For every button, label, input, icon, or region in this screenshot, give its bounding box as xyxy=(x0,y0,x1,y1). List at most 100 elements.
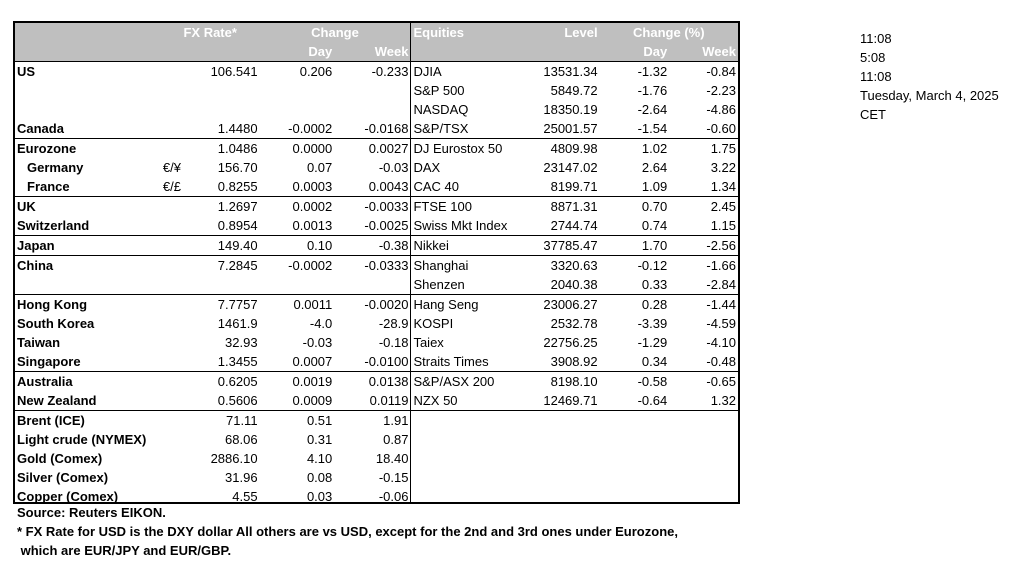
row-pair-symbol xyxy=(161,391,188,411)
row-change-day: 0.0003 xyxy=(292,179,333,194)
row-equity-index: Straits Times xyxy=(410,352,515,372)
row-fx-rate: 0.6205 xyxy=(187,371,260,391)
row-equity-change-week: -0.65 xyxy=(669,371,738,391)
row-change-day: 0.0013 xyxy=(292,218,333,233)
row-equity-index: NASDAQ xyxy=(410,100,515,119)
day-header: Day xyxy=(259,42,335,62)
table-row: S&P 500 5849.72 -1.76 -2.23 xyxy=(15,81,738,100)
row-pair-symbol xyxy=(160,294,188,314)
row-change-week: 1.91 xyxy=(334,410,411,430)
row-name: South Korea xyxy=(17,316,95,331)
date-label: Tuesday, March 4, 2025 xyxy=(860,88,999,103)
table-row: Light crude (NYMEX) 68.06 0.31 0.87 xyxy=(15,430,738,449)
table-row: France €/£ 0.8255 0.0003 0.0043 CAC 40 8199.71… xyxy=(15,177,738,197)
row-pair-symbol: €/£ xyxy=(162,179,181,194)
row-name: Japan xyxy=(15,235,161,256)
row-fx-rate: 1461.9 xyxy=(217,316,258,331)
row-equity-change-day xyxy=(600,487,670,502)
row-equity-change-day: -0.58 xyxy=(599,371,670,391)
table-row: UK 1.2697 0.0002 -0.0033 FTSE 100 8871.31 0.70… xyxy=(15,196,738,216)
timezone-label: CET xyxy=(860,107,886,122)
row-equity-change-week: -1.44 xyxy=(669,294,738,314)
row-equity-change-day xyxy=(599,410,670,430)
row-equity-change-day: -1.32 xyxy=(599,61,670,81)
row-equity-level: 3320.63 xyxy=(514,255,600,275)
row-equity-level: 2040.38 xyxy=(550,277,598,292)
time-label-3: 11:08 xyxy=(860,69,892,84)
row-equity-change-week: -0.60 xyxy=(706,121,736,136)
row-fx-rate: 1.3455 xyxy=(217,354,258,369)
table-row: Canada 1.4480 -0.0002 -0.0168 S&P/TSX 25001.5… xyxy=(15,119,738,139)
row-change-day: 0.0009 xyxy=(292,393,333,408)
table-row: Germany €/¥ 156.70 0.07 -0.03 DAX 23147.02 2.64… xyxy=(15,158,738,177)
row-equity-level: 37785.47 xyxy=(514,235,600,256)
row-change-week: -0.03 xyxy=(378,160,409,175)
fx-footnote-line-2: which are EUR/JPY and EUR/GBP. xyxy=(17,543,232,558)
row-equity-index: S&P/TSX xyxy=(410,119,515,139)
row-equity-change-week xyxy=(669,410,738,430)
table-row: Shenzen 2040.38 0.33 -2.84 xyxy=(15,275,738,295)
row-change-day: -0.03 xyxy=(302,335,333,350)
row-equity-level: 2532.78 xyxy=(550,316,598,331)
row-pair-symbol xyxy=(161,449,188,468)
row-name xyxy=(15,275,161,295)
row-equity-change-week: -4.59 xyxy=(706,316,736,331)
table-row: Silver (Comex) 31.96 0.08 -0.15 xyxy=(15,468,738,487)
row-equity-level: 8198.10 xyxy=(514,371,600,391)
row-change-week: -0.15 xyxy=(378,470,409,485)
row-equity-change-week: 1.75 xyxy=(669,138,738,158)
row-change-week: -0.0100 xyxy=(364,354,409,369)
row-change-week: -0.06 xyxy=(378,489,409,504)
row-equity-change-week xyxy=(669,487,738,502)
row-equity-index: NZX 50 xyxy=(410,391,515,411)
row-name: Singapore xyxy=(17,354,81,369)
row-change-week: -0.0025 xyxy=(364,218,409,233)
row-equity-level: 4809.98 xyxy=(514,138,600,158)
row-name: Brent (ICE) xyxy=(15,410,161,430)
row-fx-rate: 2886.10 xyxy=(210,451,258,466)
source-note: Source: Reuters EIKON. xyxy=(17,505,166,520)
row-name: Taiwan xyxy=(17,335,61,350)
time-label-1: 11:08 xyxy=(860,31,892,46)
row-equity-index xyxy=(410,449,515,468)
row-change-day xyxy=(260,275,335,295)
row-name: Copper (Comex) xyxy=(17,489,119,504)
row-change-week: -0.0020 xyxy=(334,294,411,314)
table-row: Switzerland 0.8954 0.0013 -0.0025 Swiss Mkt … xyxy=(15,216,738,236)
row-change-day: 0.08 xyxy=(306,470,333,485)
header-row-1: FX Rate* Change Equities Level Change (%… xyxy=(15,23,738,42)
row-pair-symbol xyxy=(160,235,188,256)
row-equity-level: 18350.19 xyxy=(543,102,598,117)
row-pair-symbol: €/¥ xyxy=(162,160,181,175)
row-fx-rate: 1.2697 xyxy=(187,196,260,216)
row-fx-rate xyxy=(188,100,260,119)
row-name: US xyxy=(15,61,161,81)
table-row: Copper (Comex) 4.55 0.03 -0.06 xyxy=(15,487,738,504)
row-equity-index: S&P 500 xyxy=(410,81,515,100)
row-pair-symbol xyxy=(160,61,188,81)
row-pair-symbol xyxy=(161,430,188,449)
row-fx-rate: 106.541 xyxy=(187,61,260,81)
row-equity-change-day: 0.70 xyxy=(599,196,670,216)
row-equity-change-day xyxy=(600,430,670,449)
row-equity-level: 13531.34 xyxy=(514,61,600,81)
row-change-week: 0.0119 xyxy=(369,393,409,408)
header-row-2: Day Week Day Week xyxy=(15,42,738,62)
row-equity-index: FTSE 100 xyxy=(410,196,515,216)
row-change-week: -0.0033 xyxy=(334,196,411,216)
table-row: Hong Kong 7.7757 0.0011 -0.0020 Hang Seng 230… xyxy=(15,294,738,314)
row-equity-change-day: 1.09 xyxy=(641,179,668,194)
row-change-week: -0.18 xyxy=(378,335,409,350)
row-equity-change-day xyxy=(600,449,670,468)
row-equity-level: 12469.71 xyxy=(543,393,598,408)
table-row: South Korea 1461.9 -4.0 -28.9 KOSPI 2532.78 -3… xyxy=(15,314,738,333)
table-row: US 106.541 0.206 -0.233 DJIA 13531.34 -1.32 -0.… xyxy=(15,61,738,81)
row-equity-level: 22756.25 xyxy=(543,335,598,350)
row-equity-index: Nikkei xyxy=(410,235,515,256)
row-equity-change-week: 3.22 xyxy=(710,160,736,175)
row-fx-rate: 4.55 xyxy=(232,489,258,504)
row-equity-change-day: 1.02 xyxy=(599,138,670,158)
row-equity-index: KOSPI xyxy=(410,314,515,333)
eq-day-header: Day xyxy=(599,42,670,62)
row-change-week: -0.0333 xyxy=(334,255,411,275)
